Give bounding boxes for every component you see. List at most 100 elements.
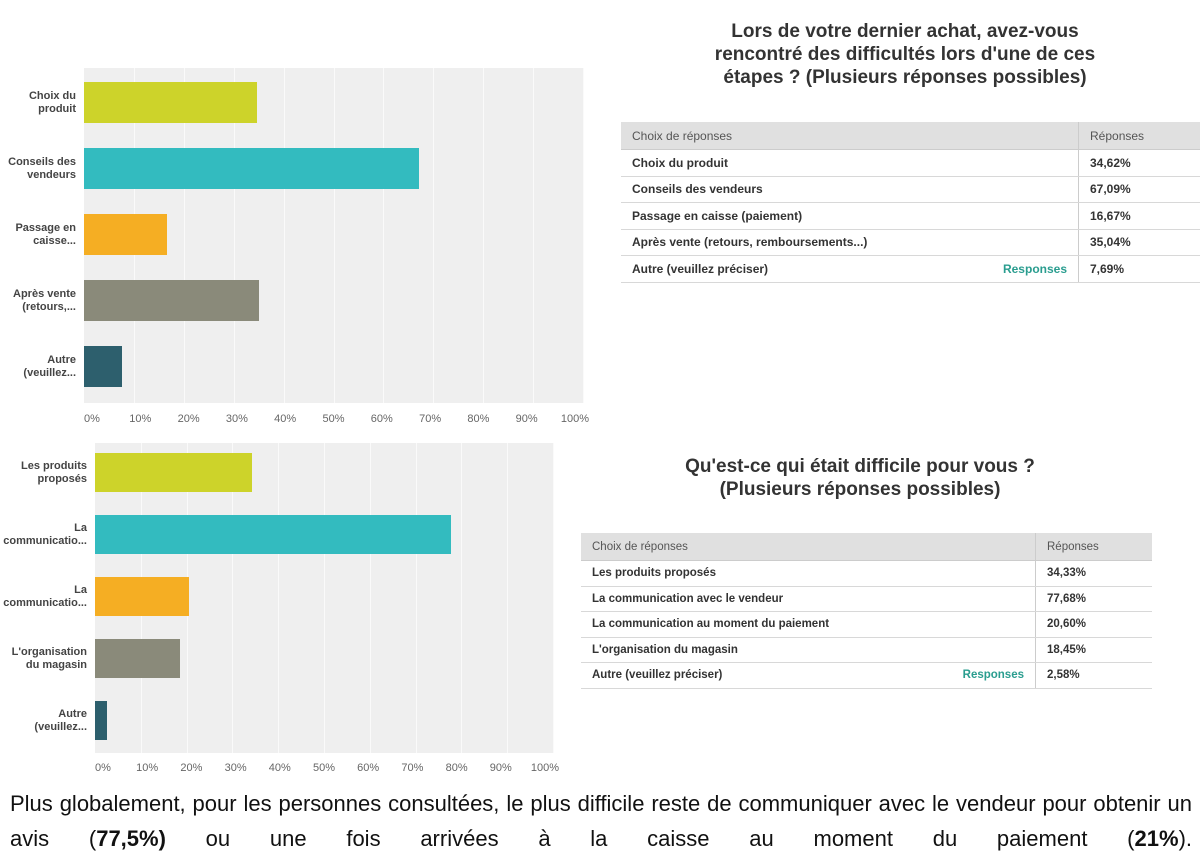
response-value: 2,58% xyxy=(1035,662,1152,689)
choice-label: Conseils des vendeurs xyxy=(621,176,964,203)
category-label: Autre (veuillez... xyxy=(34,707,87,733)
gridline xyxy=(483,68,485,403)
table-row: Conseils des vendeurs 67,09% xyxy=(621,176,1200,203)
x-tick-label: 60% xyxy=(357,762,380,774)
responses-link[interactable] xyxy=(924,586,1036,612)
bar xyxy=(95,515,451,554)
table2-title-line2: (Plusieurs réponses possibles) xyxy=(719,479,1001,500)
x-tick-label: 50% xyxy=(322,413,345,425)
responses-link[interactable] xyxy=(963,176,1079,203)
choice-label: La communication au moment du paiement xyxy=(581,611,925,638)
x-tick-label: 20% xyxy=(180,762,203,774)
response-value: 34,62% xyxy=(1078,149,1200,177)
responses-link[interactable] xyxy=(963,202,1079,230)
column-header-responses: Réponses xyxy=(1078,122,1200,150)
conclusion-bold1: 77,5%) xyxy=(96,826,166,851)
gridline xyxy=(233,68,235,403)
bar xyxy=(95,453,253,492)
choice-label: Autre (veuillez préciser) xyxy=(621,255,964,283)
conclusion-part2: ou une fois arrivées à la caisse au mome… xyxy=(165,826,1135,851)
gridline xyxy=(583,68,584,403)
table-row: L'organisation du magasin 18,45% xyxy=(581,637,1152,663)
responses-link[interactable] xyxy=(963,149,1079,177)
response-value: 77,68% xyxy=(1035,586,1152,612)
gridline xyxy=(553,443,554,753)
table2-title-line1: Qu'est-ce qui était difficile pour vous … xyxy=(685,456,1035,477)
category-label: L'organisation du magasin xyxy=(11,645,87,671)
gridline xyxy=(183,68,185,403)
choice-label: Autre (veuillez préciser) xyxy=(581,662,925,689)
x-tick-label: 90% xyxy=(489,762,512,774)
x-tick-label: 0% xyxy=(84,413,100,425)
gridline xyxy=(383,68,385,403)
x-tick-label: 30% xyxy=(225,413,248,425)
response-value: 16,67% xyxy=(1078,202,1200,230)
table2: Choix de réponses Réponses Les produits pr… xyxy=(581,533,1152,689)
responses-link[interactable] xyxy=(963,229,1079,256)
x-tick-label: 100% xyxy=(560,413,590,425)
responses-link[interactable] xyxy=(924,611,1036,638)
category-label: Les produits proposés xyxy=(20,459,87,485)
gridline xyxy=(507,443,509,753)
category-label: Passage en caisse... xyxy=(15,221,76,247)
x-tick-label: 40% xyxy=(268,762,291,774)
category-label: La communicatio... xyxy=(3,521,87,547)
response-value: 20,60% xyxy=(1035,611,1152,638)
plot-area xyxy=(84,68,584,403)
x-tick-label: 40% xyxy=(274,413,297,425)
choice-label: Choix du produit xyxy=(621,149,964,177)
choice-label: Après vente (retours, remboursements...) xyxy=(621,229,964,256)
bar xyxy=(84,82,257,123)
bar xyxy=(95,639,180,678)
x-tick-label: 50% xyxy=(312,762,336,774)
choice-label: Passage en caisse (paiement) xyxy=(621,202,964,230)
choice-label: Les produits proposés xyxy=(581,560,925,587)
responses-link[interactable]: Responses xyxy=(924,662,1036,689)
gridline xyxy=(333,68,335,403)
table-row: La communication au moment du paiement 20… xyxy=(581,611,1152,638)
table1-title: Lors de votre dernier achat, avez-vous r… xyxy=(714,21,1096,88)
category-label: Conseils des vendeurs xyxy=(8,155,76,181)
choice-label: L'organisation du magasin xyxy=(581,637,925,663)
table1: Choix de réponses Réponses Choix du produi… xyxy=(621,122,1200,283)
bar xyxy=(84,280,259,321)
table-row: Autre (veuillez préciser) Responses 2,58% xyxy=(581,662,1152,689)
responses-link[interactable]: Responses xyxy=(963,255,1079,283)
x-tick-label: 80% xyxy=(467,413,490,425)
bar xyxy=(84,214,168,255)
bar xyxy=(84,148,419,189)
gridline xyxy=(232,443,234,753)
table-row: Après vente (retours, remboursements...)… xyxy=(621,229,1200,256)
x-tick-label: 20% xyxy=(177,413,200,425)
gridline xyxy=(369,443,371,753)
plot-area xyxy=(95,443,554,753)
category-label: Après vente (retours,... xyxy=(13,287,76,313)
gridline xyxy=(461,443,463,753)
gridline xyxy=(283,68,285,403)
gridline xyxy=(533,68,535,403)
response-value: 34,33% xyxy=(1035,560,1152,587)
gridline xyxy=(433,68,435,403)
response-value: 18,45% xyxy=(1035,637,1152,663)
x-tick-label: 80% xyxy=(445,762,468,774)
responses-link[interactable] xyxy=(924,560,1036,587)
table2-title: Qu'est-ce qui était difficile pour vous … xyxy=(620,455,1100,501)
choice-label: La communication avec le vendeur xyxy=(581,586,925,612)
conclusion-text: Plus globalement, pour les personnes con… xyxy=(10,786,1192,856)
response-value: 7,69% xyxy=(1078,255,1200,283)
gridline xyxy=(278,443,280,753)
column-header-choices: Choix de réponses xyxy=(581,533,1036,561)
x-tick-label: 100% xyxy=(530,762,560,774)
table-row: Passage en caisse (paiement) 16,67% xyxy=(621,202,1200,230)
conclusion-part1: Plus globalement, pour les personnes con… xyxy=(10,791,1192,851)
bar xyxy=(95,701,107,740)
category-label: Choix du produit xyxy=(28,89,76,115)
gridline xyxy=(415,443,417,753)
column-header-responses: Réponses xyxy=(1035,533,1152,561)
responses-link[interactable] xyxy=(924,637,1036,663)
category-label: La communicatio... xyxy=(3,583,87,609)
x-tick-label: 90% xyxy=(515,413,538,425)
x-tick-label: 10% xyxy=(129,413,152,425)
x-tick-label: 0% xyxy=(95,762,111,774)
table-row: Choix du produit 34,62% xyxy=(621,149,1200,177)
